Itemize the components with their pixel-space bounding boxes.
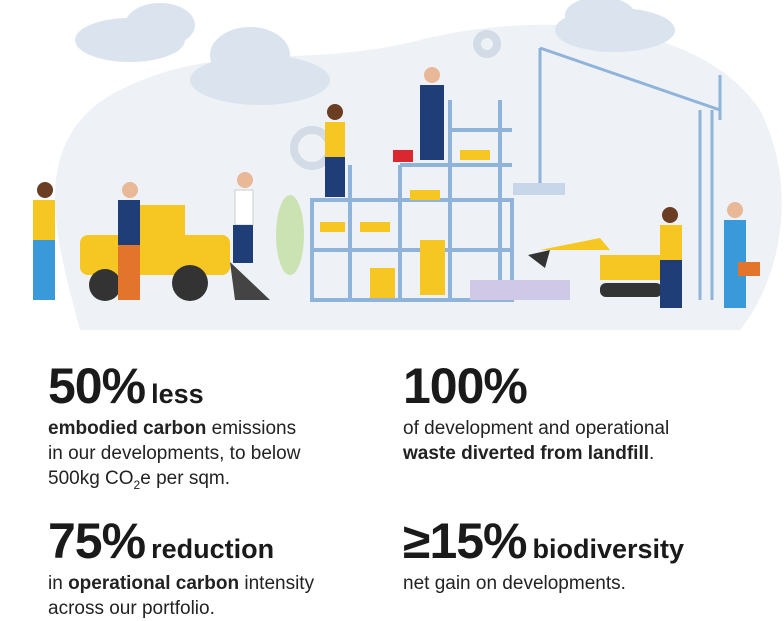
stat-description: net gain on developments. [403, 573, 626, 594]
construction-illustration [33, 0, 782, 330]
stat-suffix: less [151, 379, 204, 409]
bulldozer [80, 205, 270, 301]
stat-value: 50% [48, 358, 146, 414]
stat-embodied-carbon: 50% less embodied carbon emissions in our… [48, 360, 388, 498]
gear-icon [473, 30, 501, 58]
stat-biodiversity: ≥15% biodiversity net gain on development… [403, 515, 763, 596]
worker-figure [33, 67, 760, 308]
stat-value: 100% [403, 358, 528, 414]
stat-suffix: biodiversity [532, 534, 685, 564]
cloud-icon [75, 0, 675, 105]
stat-waste-diverted: 100% of development and operational wast… [403, 360, 763, 466]
stat-description: of development and operational waste div… [403, 418, 670, 464]
stat-value: 75% [48, 513, 146, 569]
excavator [528, 238, 665, 297]
stat-description: embodied carbon emissions in our develop… [48, 418, 301, 492]
stat-operational-carbon: 75% reduction in operational carbon inten… [48, 515, 388, 621]
stat-suffix: reduction [151, 534, 275, 564]
stat-description: in operational carbon intensity across o… [48, 573, 315, 619]
crane [538, 46, 722, 300]
stat-value: ≥15% [403, 513, 528, 569]
